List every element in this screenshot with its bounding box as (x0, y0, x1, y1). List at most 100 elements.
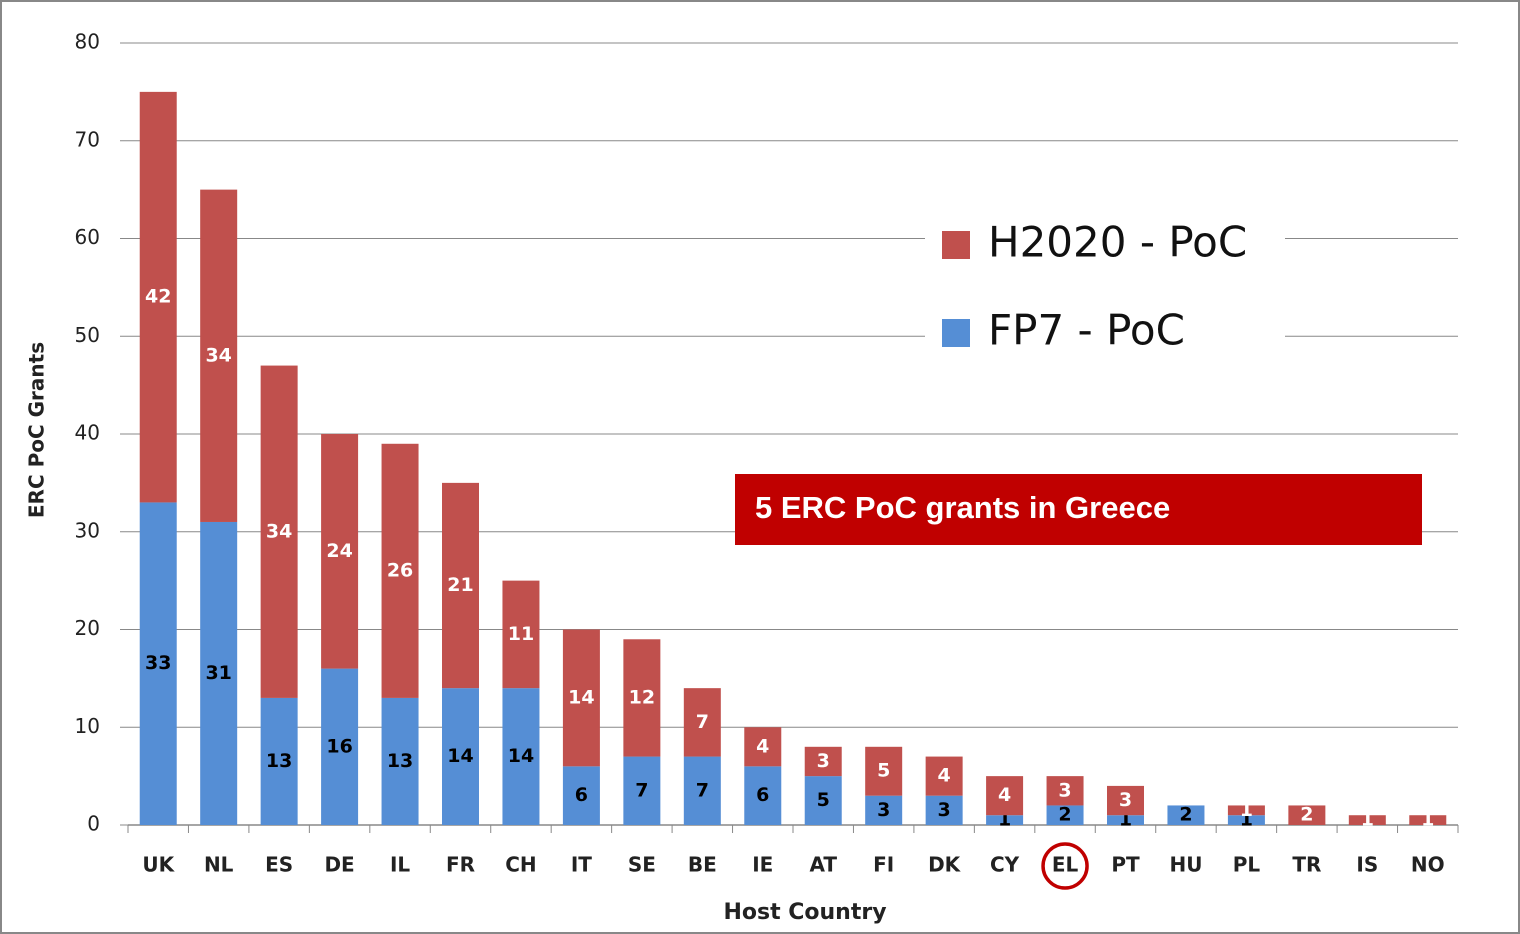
data-label: 24 (326, 540, 352, 562)
legend-swatch (942, 231, 970, 259)
data-label: 42 (145, 286, 171, 308)
bar-segment (986, 776, 1024, 816)
x-tick-label: EL (1052, 853, 1079, 877)
x-tick-label: UK (142, 853, 175, 877)
bar-segment (381, 443, 419, 698)
x-tick-label: ES (265, 853, 293, 877)
data-label: 14 (447, 745, 473, 767)
bar-segment (502, 688, 540, 825)
bar-segment (683, 756, 721, 825)
bars: 3342313413341624132614211411614712776453… (139, 91, 1447, 831)
data-label: 1 (1421, 809, 1434, 831)
x-tick-label: TR (1292, 853, 1321, 877)
x-tick-label: IL (390, 853, 410, 877)
y-tick-label: 30 (75, 518, 100, 542)
data-label: 5 (877, 760, 890, 782)
bar-segment (1227, 805, 1265, 816)
bar-segment (200, 189, 238, 522)
y-axis-title: ERC PoC Grants (25, 342, 49, 518)
bar-segment (744, 766, 782, 825)
x-tick-label: PT (1111, 853, 1140, 877)
data-label: 12 (629, 686, 655, 708)
data-label: 7 (635, 779, 648, 801)
data-label: 34 (266, 520, 292, 542)
x-tick-label: SE (628, 853, 656, 877)
bar-segment (321, 434, 359, 669)
x-tick-label: BE (688, 853, 717, 877)
data-label: 2 (1058, 804, 1071, 826)
data-label: 7 (696, 779, 709, 801)
y-tick-label: 70 (75, 127, 100, 151)
data-label: 26 (387, 559, 413, 581)
y-tick-label: 50 (75, 323, 100, 347)
y-tick-label: 40 (75, 421, 100, 445)
data-label: 1 (1240, 799, 1253, 821)
bar-segment (1288, 805, 1326, 825)
bar-segment (381, 697, 419, 825)
data-label: 4 (938, 765, 951, 787)
x-tick-label: HU (1169, 853, 1202, 877)
y-tick-label: 80 (75, 30, 100, 54)
legend-swatch (942, 319, 970, 347)
bar-segment (1046, 776, 1084, 806)
bar-segment (260, 697, 298, 825)
annotation: 5 ERC PoC grants in Greece (755, 490, 1170, 525)
bar-segment (1167, 805, 1205, 825)
bar-segment (925, 795, 963, 825)
data-label: 7 (696, 711, 709, 733)
bar-segment (442, 688, 479, 825)
y-tick-label: 60 (75, 225, 100, 249)
y-tick-label: 20 (75, 616, 100, 640)
x-tick-label: IS (1356, 853, 1378, 877)
data-label: 21 (447, 574, 473, 596)
data-label: 3 (1119, 789, 1132, 811)
data-label: 14 (568, 686, 594, 708)
x-tick-label: CY (990, 853, 1020, 877)
data-label: 3 (817, 750, 830, 772)
x-tick-label: FR (446, 853, 475, 877)
data-label: 11 (508, 623, 534, 645)
bar-segment (744, 727, 782, 767)
bar-segment (1107, 785, 1144, 816)
x-tick-label: FI (873, 853, 894, 877)
bar-segment (1227, 815, 1265, 825)
annotation-box (735, 474, 1422, 545)
data-label: 14 (508, 745, 534, 767)
data-label: 13 (387, 750, 413, 772)
bar-segment (200, 521, 238, 825)
x-tick-label: CH (505, 853, 536, 877)
bar-segment (562, 766, 600, 825)
data-label: 31 (205, 662, 231, 684)
legend-background (925, 215, 1285, 365)
data-label: 3 (877, 799, 890, 821)
y-tick-label: 0 (87, 812, 100, 836)
data-label: 5 (817, 789, 830, 811)
data-label: 16 (326, 735, 352, 757)
x-tick-label: AT (809, 853, 837, 877)
y-tick-label: 10 (75, 714, 100, 738)
x-tick-label: DE (324, 853, 354, 877)
data-label: 3 (1058, 779, 1071, 801)
bar-segment (865, 746, 903, 796)
data-label: 33 (145, 652, 171, 674)
data-label: 1 (1361, 809, 1374, 831)
x-tick-label: IT (571, 853, 592, 877)
bar-segment (623, 756, 661, 825)
x-tick-label: NL (204, 853, 234, 877)
data-label: 2 (1179, 804, 1192, 826)
bar-segment (1348, 815, 1386, 825)
data-label: 3 (938, 799, 951, 821)
bar-segment (623, 639, 661, 757)
data-label: 6 (756, 784, 769, 806)
bar-segment (1409, 815, 1447, 825)
data-label: 4 (998, 784, 1011, 806)
bar-segment (321, 668, 359, 825)
data-label: 13 (266, 750, 292, 772)
data-label: 6 (575, 784, 588, 806)
x-tick-label: IE (752, 853, 773, 877)
bar-segment (804, 776, 842, 825)
highlight-circle (1041, 842, 1089, 890)
bar-segment (804, 746, 842, 777)
bar-segment (139, 91, 177, 503)
